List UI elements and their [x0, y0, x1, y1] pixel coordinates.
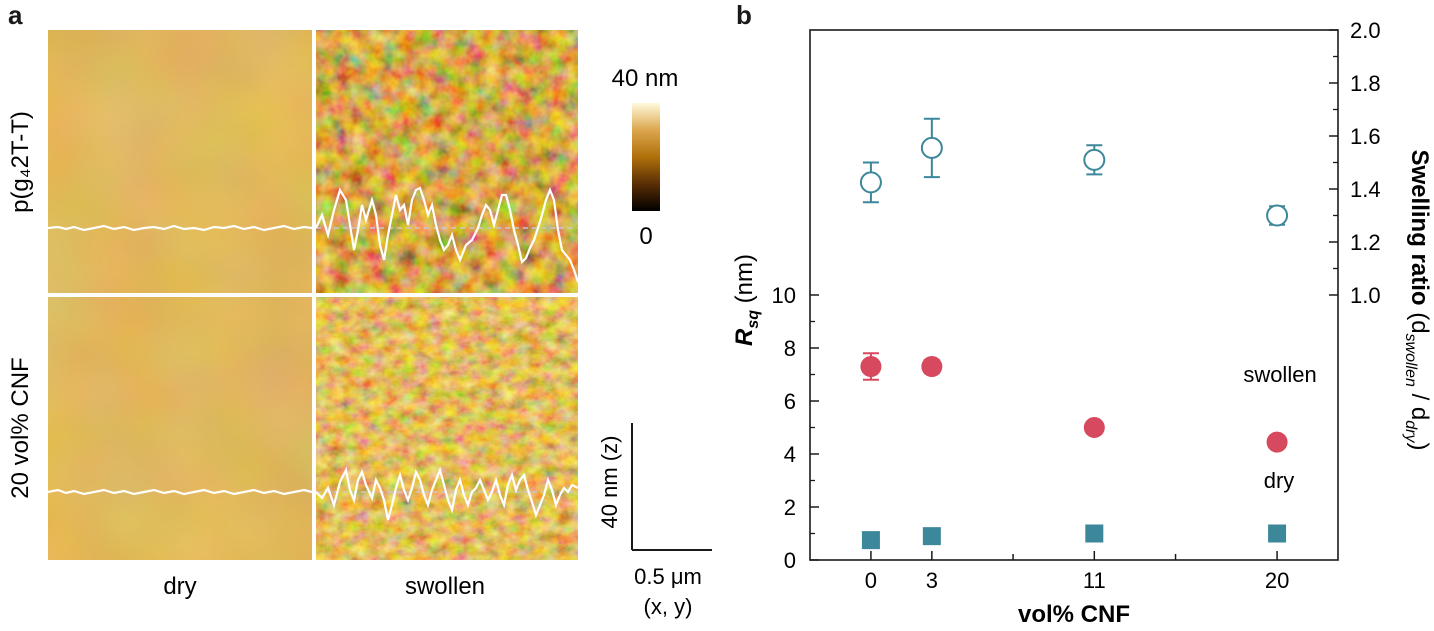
y-left-tick-label: 4: [784, 442, 796, 467]
height-profile-dry-pristine: [47, 224, 313, 232]
series-label-swollen: swollen: [1243, 362, 1316, 387]
afm-image-dry-pristine: [48, 30, 312, 293]
x-tick-label: 11: [1083, 568, 1106, 593]
scale-bar: [631, 423, 712, 551]
row-label-cnf: 20 vol% CNF: [7, 357, 34, 498]
y-right-tick-label: 1.0: [1350, 283, 1381, 308]
column-label-swollen: swollen: [405, 573, 485, 600]
data-point-swelling-ratio: [920, 136, 943, 159]
data-point-dry: [1268, 524, 1287, 543]
y-right-tick-label: 1.6: [1350, 124, 1381, 149]
y-right-axis-label: Swelling ratio (dswollen / ddry): [1402, 150, 1433, 451]
y-left-tick-label: 2: [784, 495, 796, 520]
y-right-tick-label: 2.0: [1350, 18, 1381, 43]
colorbar: [632, 103, 660, 211]
row-label-pristine: p(g₄2T-T): [7, 111, 34, 213]
scalebar-xy-label: 0.5 μm: [634, 564, 702, 589]
y-right-tick-label: 1.4: [1350, 177, 1381, 202]
afm-image-swollen-cnf: [316, 297, 578, 560]
data-point-dry: [861, 531, 880, 550]
y-left-tick-label: 10: [772, 283, 796, 308]
y-right-tick-label: 1.8: [1350, 71, 1381, 96]
y-right-tick-label: 1.2: [1350, 230, 1381, 255]
y-left-axis-label: Rsq (nm): [731, 254, 762, 346]
scalebar-z-label: 40 nm (z): [597, 436, 622, 529]
y-left-tick-label: 8: [784, 336, 796, 361]
height-profile-dry-cnf: [47, 488, 313, 496]
x-tick-label: 0: [865, 568, 877, 593]
data-point-dry: [922, 527, 941, 546]
panel-b-label: b: [736, 0, 752, 30]
data-point-swollen: [1266, 431, 1288, 453]
data-point-swollen: [860, 356, 882, 378]
column-label-dry: dry: [163, 573, 196, 600]
data-point-swelling-ratio: [859, 171, 882, 194]
height-profile-swollen-cnf: [315, 466, 579, 521]
plot-frame: [809, 29, 1339, 561]
data-point-swollen: [1083, 417, 1105, 438]
y-left-tick-label: 6: [784, 389, 796, 414]
x-tick-label: 3: [926, 568, 938, 593]
x-axis-label: vol% CNF: [1018, 601, 1130, 628]
afm-image-dry-cnf: [48, 297, 312, 560]
data-point-swelling-ratio: [1083, 148, 1106, 171]
x-tick-label: 20: [1265, 568, 1289, 593]
colorbar-min-label: 0: [639, 223, 652, 250]
afm-image-grid: [47, 30, 580, 560]
panel-a-label: a: [8, 0, 23, 30]
swelling-chart: 0 3 11 20 vol% CNF 0 2 4 6 8 10 Rsq (nm) 1.0 1.2 1.4 1.…: [731, 18, 1433, 628]
height-profile-swollen-pristine: [315, 186, 580, 283]
afm-image-swollen-pristine: [316, 30, 578, 293]
series-label-dry: dry: [1264, 468, 1295, 493]
scalebar-xy-sub: (x, y): [644, 594, 693, 619]
colorbar-max-label: 40 nm: [612, 65, 679, 92]
data-point-dry: [1085, 524, 1104, 543]
data-point-swelling-ratio: [1266, 204, 1289, 227]
y-left-tick-label: 0: [784, 548, 796, 573]
data-point-swollen: [921, 356, 943, 378]
